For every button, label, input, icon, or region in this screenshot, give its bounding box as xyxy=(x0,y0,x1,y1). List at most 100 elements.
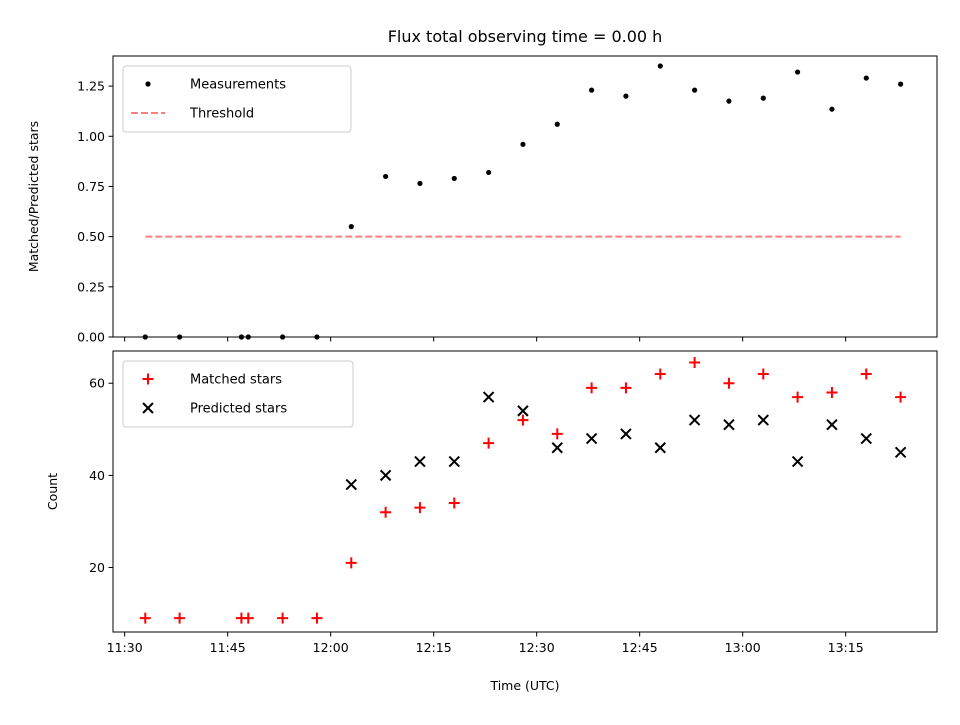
x-tick-label: 12:45 xyxy=(622,640,658,655)
matched-star-point xyxy=(586,382,598,394)
predicted-star-point xyxy=(894,446,907,459)
x-tick-label: 12:00 xyxy=(313,640,349,655)
top-y-tick-label: 0.50 xyxy=(77,229,105,244)
bottom-legend: Matched stars Predicted stars xyxy=(122,360,354,428)
predicted-star-point xyxy=(448,455,460,468)
measurement-point xyxy=(417,180,423,187)
measurement-point xyxy=(245,334,251,340)
bottom-y-tick-label: 20 xyxy=(89,560,105,575)
measurement-point xyxy=(383,173,389,180)
matched-star-point xyxy=(448,497,460,509)
top-y-axis-label: Matched/Predicted stars xyxy=(26,121,41,272)
measurement-point xyxy=(863,75,869,81)
measurement-point xyxy=(142,334,148,340)
bottom-y-tick-label: 60 xyxy=(89,376,105,391)
legend-box xyxy=(122,65,352,133)
legend-box xyxy=(122,360,354,428)
measurement-point xyxy=(795,69,801,75)
bottom-series-predicted-stars xyxy=(345,391,907,491)
matched-star-point xyxy=(139,612,151,624)
predicted-star-point xyxy=(345,478,357,491)
bottom-series-matched-stars xyxy=(139,357,907,624)
matched-star-point xyxy=(826,386,838,398)
matched-star-point xyxy=(723,377,735,389)
bottom-axes-frame xyxy=(112,350,938,633)
x-tick-label: 12:15 xyxy=(416,640,452,655)
bottom-y-tick-label: 40 xyxy=(89,468,105,483)
predicted-star-point xyxy=(826,418,838,431)
top-axes-frame xyxy=(112,55,938,338)
predicted-star-point xyxy=(688,414,701,426)
legend-marker-dot xyxy=(145,81,151,87)
predicted-star-point xyxy=(585,432,598,445)
x-axis-label: Time (UTC) xyxy=(489,678,559,693)
measurement-point xyxy=(829,106,835,112)
predicted-star-point xyxy=(654,442,666,454)
x-tick-label: 11:45 xyxy=(210,640,246,655)
matched-star-point xyxy=(414,502,426,514)
legend-marker-plus xyxy=(142,373,154,385)
matched-star-point xyxy=(277,612,289,624)
measurement-point xyxy=(898,81,904,87)
x-tick-label: 11:30 xyxy=(107,640,143,655)
x-tick-label: 12:30 xyxy=(519,640,555,655)
matched-star-point xyxy=(895,391,907,403)
measurement-point xyxy=(348,224,354,230)
measurement-point xyxy=(589,87,595,93)
matched-star-point xyxy=(242,612,254,624)
measurement-point xyxy=(760,95,766,101)
measurement-point xyxy=(451,175,457,182)
top-legend: Measurements Threshold xyxy=(122,65,352,133)
matched-star-point xyxy=(174,612,186,624)
legend-label: Matched stars xyxy=(190,373,282,388)
x-tick-label: 13:00 xyxy=(725,640,761,655)
matched-star-point xyxy=(551,428,563,440)
matched-star-point xyxy=(654,368,666,380)
top-y-tick-label: 0.25 xyxy=(77,279,105,294)
measurement-point xyxy=(554,121,560,127)
matched-star-point xyxy=(311,612,323,624)
legend-marker-x xyxy=(142,402,154,414)
matched-star-point xyxy=(483,437,495,449)
predicted-star-point xyxy=(757,414,769,426)
predicted-star-point xyxy=(414,455,426,468)
measurement-point xyxy=(314,334,320,340)
measurement-point xyxy=(486,169,492,176)
predicted-star-point xyxy=(791,455,804,468)
legend-label: Measurements xyxy=(190,78,286,93)
measurement-point xyxy=(657,63,663,69)
predicted-star-point xyxy=(379,469,392,482)
matched-star-point xyxy=(345,557,357,569)
top-series-measurements xyxy=(142,63,904,340)
matched-star-point xyxy=(757,368,769,380)
chart-title: Flux total observing time = 0.00 h xyxy=(388,27,663,46)
measurement-point xyxy=(692,87,698,93)
bottom-panel: 20 40 60 11:30 11:45 12:00 12:15 12:30 12:45 13:0… xyxy=(45,350,938,655)
measurement-point xyxy=(726,98,732,104)
x-tick-label: 13:15 xyxy=(828,640,864,655)
measurement-point xyxy=(238,334,245,340)
top-panel: 0.00 0.25 0.50 0.75 1.00 1.25 Matched/Predicte… xyxy=(26,55,938,345)
predicted-star-point xyxy=(723,418,735,431)
matched-star-point xyxy=(792,391,804,403)
legend-label: Predicted stars xyxy=(190,402,287,417)
predicted-star-point xyxy=(860,432,872,445)
matched-star-point xyxy=(620,382,632,394)
matched-star-point xyxy=(689,357,701,369)
predicted-star-point xyxy=(482,391,495,403)
measurement-point xyxy=(280,334,286,340)
matched-star-point xyxy=(517,414,529,426)
top-y-tick-label: 1.00 xyxy=(77,129,105,144)
predicted-star-point xyxy=(551,442,563,454)
legend-label: Threshold xyxy=(189,107,254,122)
measurement-point xyxy=(623,93,629,99)
top-y-tick-label: 0.00 xyxy=(77,330,105,345)
measurement-point xyxy=(520,141,526,147)
matched-star-point xyxy=(380,506,392,518)
matched-star-point xyxy=(860,368,872,380)
top-y-tick-label: 1.25 xyxy=(77,79,105,94)
bottom-y-axis-label: Count xyxy=(45,473,60,510)
predicted-star-point xyxy=(517,405,529,417)
